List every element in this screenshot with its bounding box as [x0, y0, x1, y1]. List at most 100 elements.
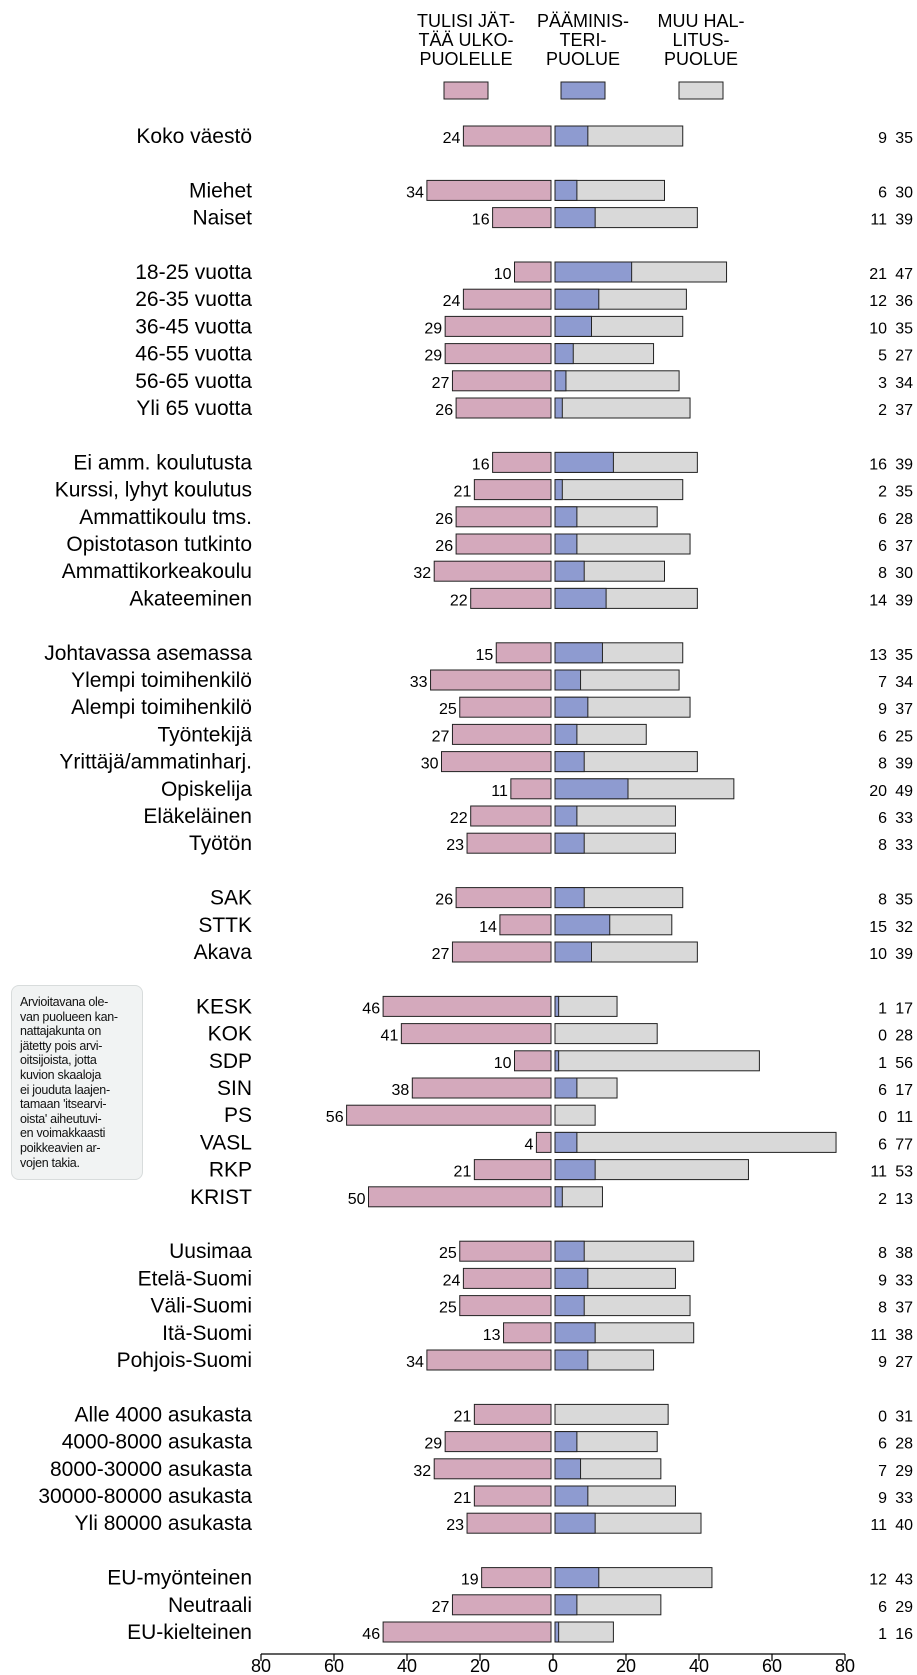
category-label: Alempi toimihenkilö	[71, 696, 252, 719]
value-label-paaministeripuolue: 6	[878, 728, 887, 745]
bar-paaministeripuolue	[554, 479, 563, 501]
value-label-muu-hallituspuolue: 30	[895, 184, 913, 201]
category-label: KRIST	[190, 1186, 252, 1209]
bar-jattaa-ulkopuolelle	[382, 995, 552, 1017]
value-label-jattaa-ulkopuolelle: 11	[491, 783, 508, 800]
bar-jattaa-ulkopuolelle	[400, 1023, 552, 1045]
value-label-paaministeripuolue: 9	[878, 1272, 887, 1289]
value-label-paaministeripuolue: 2	[878, 402, 887, 419]
bar-jattaa-ulkopuolelle	[459, 696, 552, 718]
value-label-jattaa-ulkopuolelle: 27	[432, 728, 450, 745]
bar-jattaa-ulkopuolelle	[346, 1104, 552, 1126]
legend-paaministeripuolue-swatch	[560, 81, 606, 100]
bar-paaministeripuolue	[554, 832, 585, 854]
bar-paaministeripuolue	[554, 288, 600, 310]
category-label: SIN	[217, 1077, 252, 1100]
value-label-jattaa-ulkopuolelle: 23	[446, 1517, 464, 1534]
bar-jattaa-ulkopuolelle	[473, 1159, 552, 1181]
bar-jattaa-ulkopuolelle	[462, 125, 552, 147]
bar-jattaa-ulkopuolelle	[430, 669, 552, 691]
bar-paaministeripuolue	[554, 1077, 578, 1099]
value-label-paaministeripuolue: 6	[878, 1436, 887, 1453]
category-label: Koko väestö	[136, 125, 252, 148]
category-label: 46-55 vuotta	[135, 343, 252, 366]
value-label-muu-hallituspuolue: 33	[895, 1490, 913, 1507]
bar-paaministeripuolue	[554, 343, 574, 365]
bar-paaministeripuolue	[554, 669, 582, 691]
category-label: Yli 80000 asukasta	[75, 1512, 253, 1535]
bar-paaministeripuolue	[554, 315, 592, 337]
value-label-muu-hallituspuolue: 47	[895, 266, 913, 283]
value-label-muu-hallituspuolue: 27	[895, 1354, 913, 1371]
category-label: Väli-Suomi	[150, 1295, 252, 1318]
bar-jattaa-ulkopuolelle	[441, 751, 552, 773]
value-label-muu-hallituspuolue: 49	[895, 783, 913, 800]
bar-paaministeripuolue	[554, 125, 589, 147]
value-label-paaministeripuolue: 6	[878, 1599, 887, 1616]
bar-jattaa-ulkopuolelle	[433, 1458, 552, 1480]
value-label-jattaa-ulkopuolelle: 26	[435, 402, 453, 419]
bar-paaministeripuolue	[554, 1131, 578, 1153]
value-label-jattaa-ulkopuolelle: 56	[326, 1109, 344, 1126]
category-label: EU-kielteinen	[127, 1621, 252, 1644]
value-label-jattaa-ulkopuolelle: 29	[424, 320, 442, 337]
category-label: Uusimaa	[169, 1240, 252, 1263]
bar-paaministeripuolue	[554, 642, 603, 664]
bar-paaministeripuolue	[554, 397, 563, 419]
bar-paaministeripuolue	[554, 451, 614, 473]
value-label-muu-hallituspuolue: 25	[895, 728, 913, 745]
category-label: STTK	[198, 914, 252, 937]
value-label-jattaa-ulkopuolelle: 33	[410, 674, 428, 691]
bar-jattaa-ulkopuolelle	[514, 1050, 552, 1072]
bar-jattaa-ulkopuolelle	[426, 1349, 552, 1371]
bar-jattaa-ulkopuolelle	[492, 451, 552, 473]
bar-paaministeripuolue	[554, 696, 589, 718]
value-label-paaministeripuolue: 1	[878, 1626, 887, 1643]
value-label-jattaa-ulkopuolelle: 25	[439, 701, 457, 718]
value-label-muu-hallituspuolue: 37	[895, 1300, 913, 1317]
category-label: Akateeminen	[129, 587, 252, 610]
value-label-jattaa-ulkopuolelle: 14	[479, 919, 497, 936]
bar-paaministeripuolue	[554, 995, 560, 1017]
bar-paaministeripuolue	[554, 1349, 589, 1371]
legend-paaministeripuolue-label: PÄÄMINIS-	[537, 11, 629, 31]
value-label-muu-hallituspuolue: 28	[895, 1028, 913, 1045]
category-label: Opistotason tutkinto	[66, 533, 252, 556]
value-label-paaministeripuolue: 11	[870, 1164, 887, 1181]
bar-muu-hallituspuolue	[554, 1023, 658, 1045]
bar-jattaa-ulkopuolelle	[470, 587, 552, 609]
value-label-paaministeripuolue: 15	[869, 919, 887, 936]
value-label-muu-hallituspuolue: 35	[895, 647, 913, 664]
value-label-jattaa-ulkopuolelle: 24	[443, 293, 461, 310]
category-label: RKP	[209, 1159, 252, 1182]
legend-jattaa-ulkopuolelle-label: TULISI JÄT-	[417, 11, 515, 31]
value-label-jattaa-ulkopuolelle: 29	[424, 348, 442, 365]
value-label-paaministeripuolue: 9	[878, 130, 887, 147]
value-label-paaministeripuolue: 1	[878, 1055, 887, 1072]
category-label: Ammattikorkeakoulu	[62, 560, 252, 583]
value-label-muu-hallituspuolue: 56	[895, 1055, 913, 1072]
category-label: KOK	[208, 1023, 252, 1046]
bar-paaministeripuolue	[554, 1186, 563, 1208]
value-label-muu-hallituspuolue: 35	[895, 130, 913, 147]
value-label-muu-hallituspuolue: 39	[895, 212, 913, 229]
value-label-muu-hallituspuolue: 33	[895, 1272, 913, 1289]
bar-jattaa-ulkopuolelle	[426, 179, 552, 201]
value-label-jattaa-ulkopuolelle: 21	[454, 484, 472, 501]
bar-paaministeripuolue	[554, 261, 633, 283]
bar-jattaa-ulkopuolelle	[535, 1131, 552, 1153]
x-tick-label: 80	[835, 1656, 855, 1675]
bar-paaministeripuolue	[554, 1621, 560, 1643]
bar-jattaa-ulkopuolelle	[368, 1186, 552, 1208]
bar-paaministeripuolue	[554, 778, 629, 800]
value-label-jattaa-ulkopuolelle: 24	[443, 1272, 461, 1289]
category-label: Kurssi, lyhyt koulutus	[55, 479, 252, 502]
bar-jattaa-ulkopuolelle	[455, 506, 552, 528]
value-label-paaministeripuolue: 12	[869, 1572, 887, 1589]
bar-paaministeripuolue	[554, 805, 578, 827]
value-label-muu-hallituspuolue: 11	[896, 1109, 913, 1126]
category-label: EU-myönteinen	[107, 1567, 252, 1590]
bar-paaministeripuolue	[554, 207, 596, 229]
bar-paaministeripuolue	[554, 179, 578, 201]
category-label: 56-65 vuotta	[135, 370, 252, 393]
